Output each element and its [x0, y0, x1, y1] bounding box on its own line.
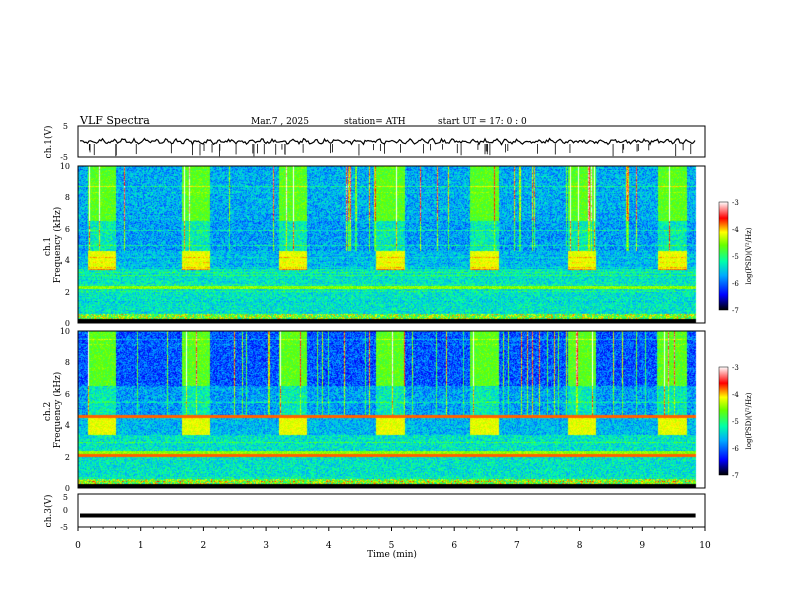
ch3-waveform-panel: 5 0 -5 ch.3(V) — [43, 493, 706, 532]
colorbar-ch2-ramp — [718, 366, 729, 476]
x-tick-label: 6 — [451, 541, 457, 551]
header-date: Mar.7 , 2025 — [251, 117, 309, 127]
colorbar-ch2: -3 -4 -5 -6 -7 log(PSD)(V²/Hz) — [718, 364, 753, 480]
ch1-ylabel-line1: ch.1 — [43, 237, 53, 256]
x-tick-label: 10 — [699, 541, 711, 551]
ch1-ytick-minus5: -5 — [60, 153, 68, 162]
ch1-freq-tick-4: 4 — [65, 256, 70, 265]
cb2-tick-m6: -6 — [732, 445, 739, 453]
colorbar-ch2-label: log(PSD)(V²/Hz) — [745, 392, 753, 449]
ch2-spectrogram-panel: 0 2 4 6 8 10 ch.2 Frequency (kHz) — [43, 327, 706, 493]
ch1-ytick-5: 5 — [63, 122, 68, 131]
cb1-tick-m5: -5 — [732, 253, 739, 261]
ch1-freq-tick-2: 2 — [65, 288, 70, 297]
cb1-tick-m3: -3 — [732, 199, 739, 207]
ch3-ylabel: ch.3(V) — [43, 495, 54, 528]
ch2-spectrogram-frame — [77, 330, 706, 489]
cb1-tick-m6: -6 — [732, 280, 739, 288]
x-tick-label: 0 — [75, 541, 81, 551]
ch1-freq-tick-0: 0 — [65, 319, 70, 328]
x-tick-label: 9 — [639, 541, 645, 551]
colorbar-ch1-label: log(PSD)(V²/Hz) — [745, 227, 753, 284]
x-tick-label: 2 — [201, 541, 207, 551]
ch2-freq-tick-8: 8 — [65, 358, 70, 367]
colorbar-ch1: -3 -4 -5 -6 -7 log(PSD)(V²/Hz) — [718, 199, 753, 315]
figure-title: VLF Spectra — [79, 114, 150, 127]
x-tick-label: 3 — [263, 541, 269, 551]
cb2-tick-m3: -3 — [732, 364, 739, 372]
ch2-ylabel-line1: ch.2 — [43, 402, 53, 421]
ch2-ylabel-line2: Frequency (kHz) — [52, 372, 63, 449]
cb1-tick-m7: -7 — [732, 307, 739, 315]
x-tick-label: 4 — [326, 541, 332, 551]
ch1-freq-tick-10: 10 — [60, 162, 70, 171]
colorbar-ch1-ramp — [718, 201, 729, 311]
ch3-ytick-5: 5 — [63, 493, 68, 502]
ch1-spectrogram-frame — [77, 165, 706, 324]
ch2-freq-tick-0: 0 — [65, 484, 70, 493]
ch3-ytick-0: 0 — [63, 506, 68, 515]
ch2-spectrogram-ylabel: ch.2 Frequency (kHz) — [43, 372, 63, 449]
header-start-time: start UT = 17: 0 : 0 — [438, 117, 527, 127]
ch1-spectrogram-image — [78, 166, 705, 323]
ch1-ylabel-line2: Frequency (kHz) — [52, 207, 63, 284]
ch1-freq-tick-8: 8 — [65, 193, 70, 202]
ch1-spectrogram-ylabel: ch.1 Frequency (kHz) — [43, 207, 63, 284]
ch1-waveform-panel: 5 -5 ch.1(V) — [43, 122, 706, 162]
ch2-freq-tick-6: 6 — [65, 390, 70, 399]
x-tick-label: 7 — [514, 541, 520, 551]
ch2-freq-tick-4: 4 — [65, 421, 70, 430]
ch1-freq-tick-6: 6 — [65, 225, 70, 234]
ch2-yticks: 0 2 4 6 8 10 — [60, 327, 70, 493]
ch2-spectrogram-image — [78, 331, 705, 488]
x-tick-label: 8 — [577, 541, 583, 551]
header-station: station= ATH — [344, 117, 406, 127]
x-tick-label: 5 — [389, 541, 395, 551]
cb2-tick-m7: -7 — [732, 472, 739, 480]
ch1-spectrogram-panel: 0 2 4 6 8 10 ch.1 Frequency (kHz) — [43, 162, 706, 328]
ch3-waveform-frame — [77, 493, 706, 528]
ch1-ylabel: ch.1(V) — [43, 126, 54, 159]
ch2-freq-tick-2: 2 — [65, 453, 70, 462]
ch1-spikes — [88, 143, 692, 157]
ch1-yticks: 0 2 4 6 8 10 — [60, 162, 70, 328]
cb2-tick-m5: -5 — [732, 418, 739, 426]
time-axis-label: Time (min) — [367, 549, 417, 560]
x-tick-label: 1 — [138, 541, 144, 551]
ch1-waveform-line — [79, 137, 696, 146]
ch1-waveform-frame — [77, 125, 706, 158]
ch2-freq-tick-10: 10 — [60, 327, 70, 336]
ch3-ytick-minus5: -5 — [60, 523, 68, 532]
cb2-tick-m4: -4 — [732, 391, 739, 399]
time-axis: 0 1 2 3 4 5 6 7 8 9 10 — [75, 527, 711, 551]
cb1-tick-m4: -4 — [732, 226, 739, 234]
